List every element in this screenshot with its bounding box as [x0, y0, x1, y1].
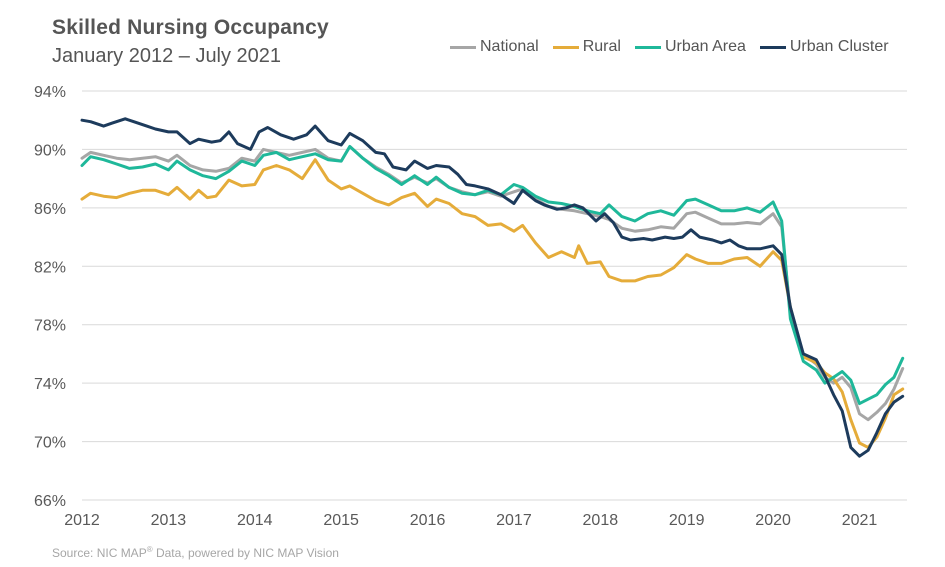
legend-label-rural: Rural: [582, 38, 621, 55]
chart-title: Skilled Nursing Occupancy: [52, 16, 329, 39]
x-tick-label: 2013: [151, 512, 187, 529]
legend-item-urban-cluster: Urban Cluster: [759, 38, 889, 56]
source-prefix: Source: NIC MAP: [52, 546, 147, 560]
y-axis-ticks: 66% 70% 74% 78% 82% 86% 90% 94%: [34, 84, 66, 510]
legend-swatch-rural: [552, 45, 579, 49]
x-axis-ticks: 2012 2013 2014 2015 2016 2017 2018 2019 2020 2021: [64, 512, 877, 529]
legend-label-urban-cluster: Urban Cluster: [789, 38, 889, 55]
x-tick-label: 2017: [496, 512, 532, 529]
legend-swatch-urban-area: [634, 45, 661, 49]
x-tick-label: 2021: [842, 512, 878, 529]
series-line-national: [80, 145, 905, 422]
legend-label-national: National: [480, 38, 539, 55]
x-tick-label: 2018: [583, 512, 619, 529]
legend-swatch-national: [450, 45, 476, 49]
source-note: Source: NIC MAP® Data, powered by NIC MA…: [52, 545, 339, 560]
y-tick-label: 74%: [34, 376, 66, 393]
x-tick-label: 2014: [237, 512, 273, 529]
series-line-urban-cluster: [80, 117, 905, 458]
x-tick-label: 2020: [755, 512, 791, 529]
y-tick-label: 94%: [34, 84, 66, 101]
y-tick-label: 78%: [34, 318, 66, 335]
x-tick-label: 2015: [323, 512, 359, 529]
y-tick-label: 82%: [34, 259, 66, 276]
legend-item-national: National: [450, 38, 539, 56]
series-lines: [80, 117, 905, 458]
chart-subtitle: January 2012 – July 2021: [52, 45, 282, 67]
legend-item-urban-area: Urban Area: [634, 38, 746, 56]
source-registered-mark: ®: [146, 545, 153, 554]
legend-label-urban-area: Urban Area: [664, 38, 746, 55]
legend-swatch-urban-cluster: [759, 45, 786, 49]
series-line-rural: [80, 158, 905, 449]
x-tick-label: 2016: [410, 512, 446, 529]
source-suffix: Data, powered by NIC MAP Vision: [152, 546, 339, 560]
gridlines: [82, 90, 907, 501]
y-tick-label: 86%: [34, 201, 66, 218]
y-tick-label: 66%: [34, 493, 66, 510]
chart-legend: National Rural Urban Area Urban Cluster: [450, 38, 903, 56]
x-tick-label: 2019: [669, 512, 705, 529]
y-tick-label: 90%: [34, 142, 66, 159]
legend-item-rural: Rural: [552, 38, 621, 56]
series-line-urban-area: [80, 145, 905, 406]
y-tick-label: 70%: [34, 435, 66, 452]
x-tick-label: 2012: [64, 512, 100, 529]
